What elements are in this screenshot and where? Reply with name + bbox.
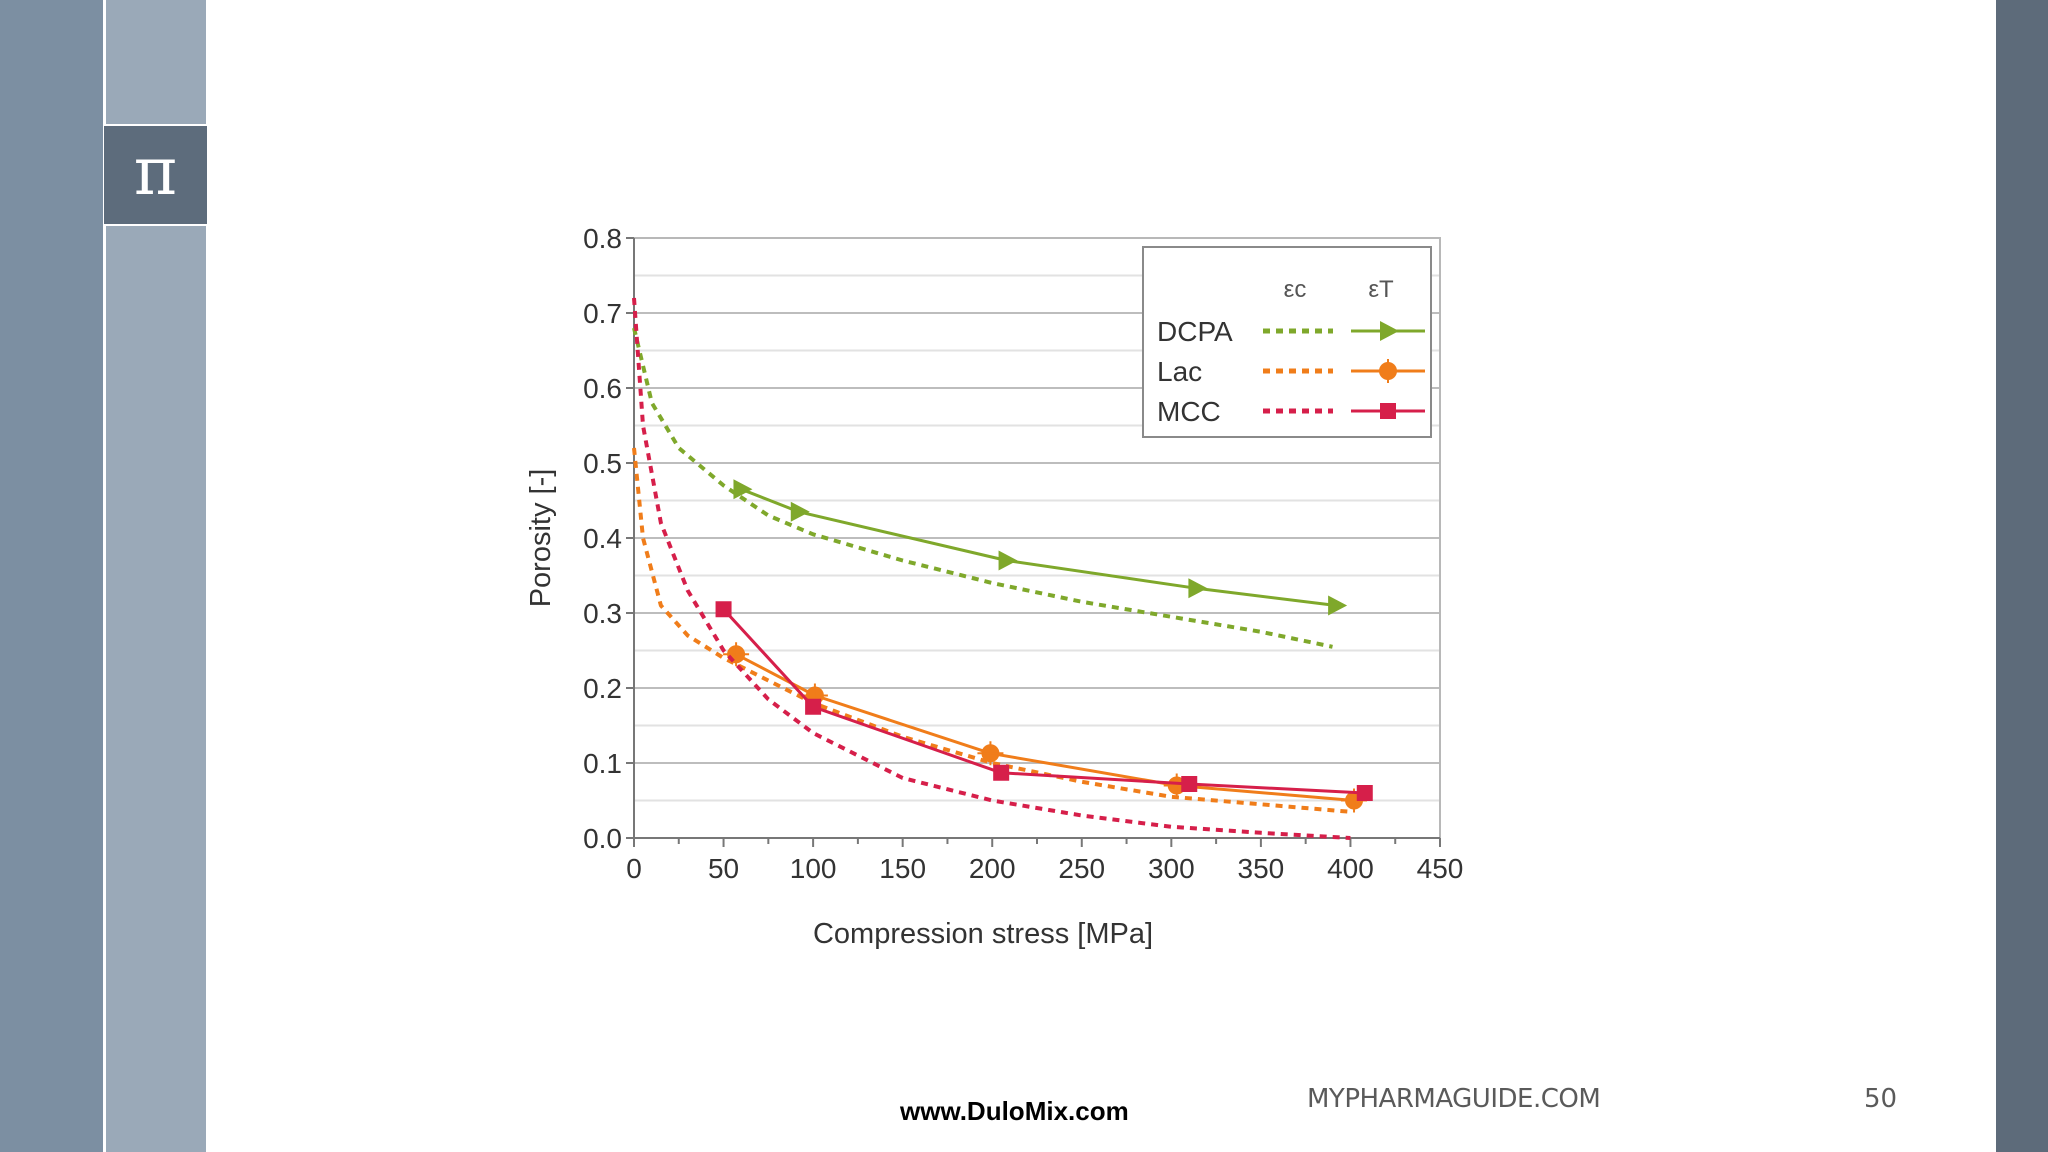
- x-tick-label: 250: [1058, 853, 1105, 884]
- y-tick-label: 0.1: [583, 748, 622, 779]
- x-tick-label: 150: [879, 853, 926, 884]
- legend-header-et: εT: [1368, 276, 1394, 303]
- left-sidebar-outer: [0, 0, 103, 1152]
- x-tick-label: 200: [969, 853, 1016, 884]
- legend-label-lac: Lac: [1157, 356, 1202, 387]
- data-point-dcpa: [998, 550, 1018, 571]
- series-line-dcpa-ec: [632, 327, 1333, 649]
- legend-marker-dcpa: [1380, 321, 1399, 341]
- y-tick-label: 0.7: [583, 298, 622, 329]
- data-point-mcc: [805, 698, 822, 715]
- y-tick-label: 0.5: [583, 448, 622, 479]
- x-tick-label: 450: [1417, 853, 1464, 884]
- series-line-mcc-ec: [632, 297, 1351, 840]
- y-tick-label: 0.6: [583, 373, 622, 404]
- legend-label-mcc: MCC: [1157, 396, 1221, 427]
- footer-site-link[interactable]: www.DuloMix.com: [900, 1096, 1129, 1126]
- x-tick-label: 350: [1238, 853, 1285, 884]
- y-tick-label: 0.3: [583, 598, 622, 629]
- x-tick-label: 300: [1148, 853, 1195, 884]
- legend-marker-mcc: [1380, 403, 1396, 419]
- legend-header-ec: εc: [1284, 276, 1307, 303]
- right-sidebar: [1996, 0, 2048, 1152]
- axis-layer: 0.0 0.1 0.2 0.3 0.4 0.5 0.6 0.7 0.8 0 50 100 150 200 2…: [583, 223, 1463, 884]
- y-tick-label: 0.4: [583, 523, 622, 554]
- y-tick-label: 0.8: [583, 223, 622, 254]
- x-tick-label: 400: [1327, 853, 1374, 884]
- data-point-mcc: [1356, 785, 1373, 801]
- data-point-mcc: [993, 764, 1010, 781]
- data-point-dcpa: [733, 479, 753, 500]
- x-tick-label: 0: [626, 853, 642, 884]
- y-tick-label: 0.0: [583, 823, 622, 854]
- data-point-mcc: [715, 601, 732, 618]
- porosity-chart: 0.0 0.1 0.2 0.3 0.4 0.5 0.6 0.7 0.8 0 50 100 150 200 2…: [500, 210, 1490, 970]
- pi-logo: π: [133, 133, 178, 210]
- footer-guide: MYPHARMAGUIDE.COM: [1307, 1084, 1601, 1114]
- data-point-dcpa: [790, 501, 810, 522]
- logo-box: π: [104, 124, 207, 226]
- chart-svg: 0.0 0.1 0.2 0.3 0.4 0.5 0.6 0.7 0.8 0 50 100 150 200 2…: [500, 210, 1490, 970]
- x-tick-label: 50: [708, 853, 739, 884]
- data-point-dcpa: [1188, 578, 1208, 599]
- x-tick-label: 100: [790, 853, 837, 884]
- y-tick-label: 0.2: [583, 673, 622, 704]
- data-point-mcc: [1181, 776, 1198, 792]
- series-layer: [632, 297, 1373, 840]
- page-number: 50: [1864, 1084, 1898, 1114]
- legend: εc εT DCPA Lac MCC: [1142, 246, 1432, 438]
- y-axis-label: Porosity [-]: [525, 469, 557, 608]
- legend-label-dcpa: DCPA: [1157, 316, 1233, 347]
- x-axis-label: Compression stress [MPa]: [813, 918, 1153, 950]
- data-point-dcpa: [1328, 595, 1348, 616]
